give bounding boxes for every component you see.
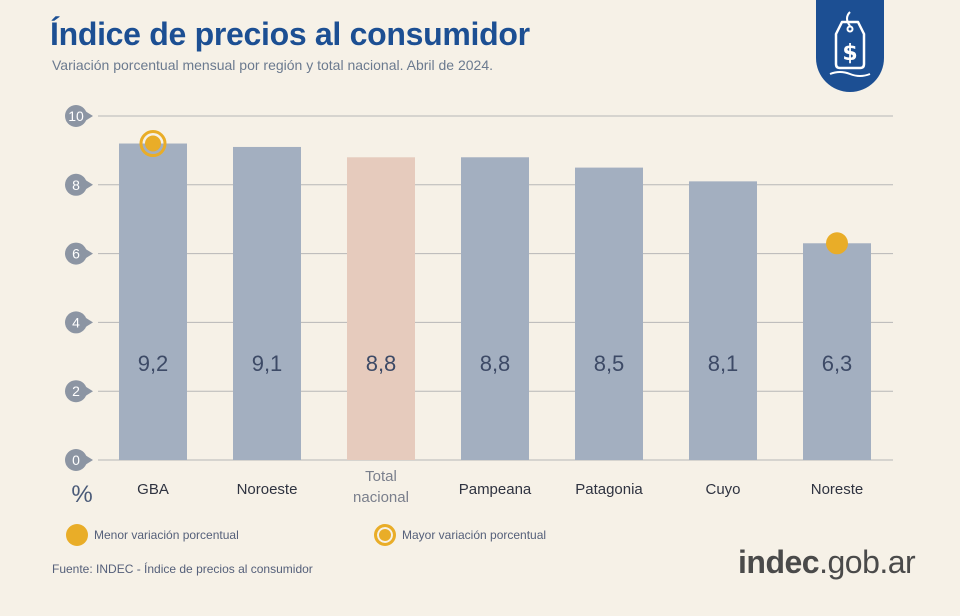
price-tag-dollar-icon: $: [829, 11, 871, 77]
legend-max: Mayor variación porcentual: [374, 524, 546, 546]
bars-layer: [119, 143, 871, 461]
x-tick-label: Pampeana: [459, 481, 532, 498]
max-marker-ring: [139, 130, 167, 158]
svg-text:$: $: [842, 41, 857, 66]
y-tick-bubble: [65, 449, 87, 471]
y-tick-label: 10: [68, 108, 84, 124]
x-tick-label-line: Noreste: [811, 481, 864, 498]
min-marker-legend-icon: [66, 524, 88, 546]
y-tick-pointer: [85, 248, 93, 259]
x-tick-label: Noreste: [811, 481, 864, 498]
x-tick-label-line: Noroeste: [237, 481, 298, 498]
y-tick-label: 6: [72, 246, 80, 262]
bar-noroeste: [233, 146, 301, 460]
x-tick-label: Noroeste: [237, 481, 298, 498]
value-label: 9,1: [252, 351, 283, 376]
y-tick-label: 0: [72, 452, 80, 468]
y-tick-bubble: [65, 311, 87, 334]
y-tick-pointer: [85, 179, 93, 190]
bar-patagonia: [575, 167, 643, 460]
value-label: 9,2: [138, 351, 169, 376]
x-tick-label-line: Patagonia: [575, 481, 643, 498]
y-tick-label: 2: [72, 383, 80, 399]
y-tick-pointer: [85, 317, 93, 328]
price-tag-badge: $: [816, 0, 884, 92]
bar-gba: [119, 143, 187, 460]
x-tick-label-line: GBA: [137, 481, 169, 498]
brand-name: indec: [738, 544, 820, 580]
max-marker-dot: [145, 135, 161, 152]
value-label: 8,5: [594, 351, 625, 376]
x-tick-label: Patagonia: [575, 481, 643, 498]
y-tick-pointer: [85, 386, 93, 397]
y-axis-label: %: [71, 481, 92, 508]
y-tick-bubble: [65, 105, 87, 127]
value-label: 8,8: [366, 351, 397, 376]
x-tick-label-line: Pampeana: [459, 481, 532, 498]
legend-min-label: Menor variación porcentual: [94, 528, 239, 542]
x-tick-label-line: nacional: [353, 489, 409, 506]
y-tick-bubble: [65, 242, 87, 265]
brand-domain: .gob.ar: [819, 544, 916, 580]
y-tick-label: 8: [72, 177, 80, 193]
legend-min: Menor variación porcentual: [66, 524, 239, 546]
source-note: Fuente: INDEC - Índice de precios al con…: [52, 562, 313, 576]
page-subtitle: Variación porcentual mensual por región …: [52, 57, 494, 73]
value-label: 6,3: [822, 351, 853, 376]
x-tick-label: Cuyo: [705, 481, 740, 498]
page-title: Índice de precios al consumidor: [50, 16, 530, 52]
value-label: 8,1: [708, 351, 739, 376]
legend-max-label: Mayor variación porcentual: [402, 528, 547, 542]
labels-layer: 9,2 GBA 9,1 Noroeste 8,8 Total nacional 8,8 Pamp…: [137, 351, 863, 506]
y-tick-bubble: [65, 380, 87, 403]
min-marker-dot: [826, 232, 848, 255]
x-tick-label-line: Total: [365, 468, 397, 485]
y-tick-pointer: [85, 455, 93, 465]
x-tick-label: GBA: [137, 481, 169, 498]
max-marker-legend-icon: [374, 524, 396, 546]
bar-cuyo: [689, 181, 757, 461]
y-tick-bubble: [65, 173, 87, 196]
y-tick-pointer: [85, 111, 93, 121]
bar-total-nacional: [347, 157, 415, 460]
x-tick-label-line: Cuyo: [705, 481, 740, 498]
bar-pampeana: [461, 157, 529, 460]
y-tick-label: 4: [72, 314, 80, 330]
x-tick-label: Total nacional: [353, 468, 409, 506]
indec-logo[interactable]: indec.gob.ar: [738, 544, 916, 581]
bar-noreste: [803, 243, 871, 460]
markers-layer: [139, 130, 848, 255]
value-label: 8,8: [480, 351, 511, 376]
